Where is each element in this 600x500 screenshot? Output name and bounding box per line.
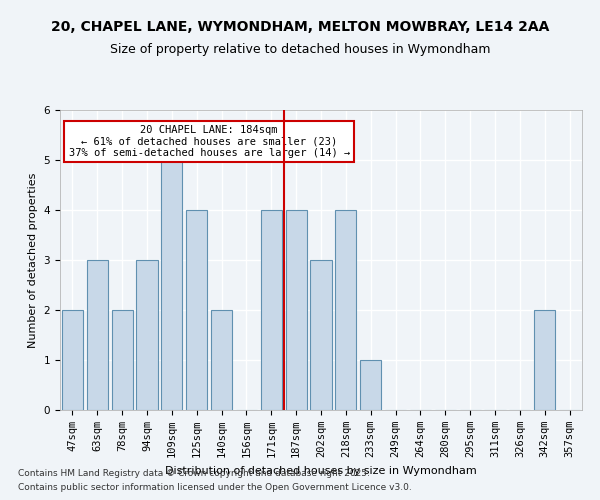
Y-axis label: Number of detached properties: Number of detached properties — [28, 172, 38, 348]
Bar — [211, 310, 232, 410]
X-axis label: Distribution of detached houses by size in Wymondham: Distribution of detached houses by size … — [165, 466, 477, 475]
Bar — [161, 160, 182, 410]
Bar — [112, 310, 133, 410]
Bar — [310, 260, 332, 410]
Text: 20 CHAPEL LANE: 184sqm
← 61% of detached houses are smaller (23)
37% of semi-det: 20 CHAPEL LANE: 184sqm ← 61% of detached… — [68, 125, 350, 158]
Text: 20, CHAPEL LANE, WYMONDHAM, MELTON MOWBRAY, LE14 2AA: 20, CHAPEL LANE, WYMONDHAM, MELTON MOWBR… — [51, 20, 549, 34]
Bar — [360, 360, 381, 410]
Bar — [261, 210, 282, 410]
Bar — [87, 260, 108, 410]
Text: Contains public sector information licensed under the Open Government Licence v3: Contains public sector information licen… — [18, 484, 412, 492]
Bar — [186, 210, 207, 410]
Bar — [62, 310, 83, 410]
Bar — [534, 310, 555, 410]
Text: Contains HM Land Registry data © Crown copyright and database right 2025.: Contains HM Land Registry data © Crown c… — [18, 468, 370, 477]
Bar — [286, 210, 307, 410]
Bar — [335, 210, 356, 410]
Bar — [136, 260, 158, 410]
Text: Size of property relative to detached houses in Wymondham: Size of property relative to detached ho… — [110, 42, 490, 56]
